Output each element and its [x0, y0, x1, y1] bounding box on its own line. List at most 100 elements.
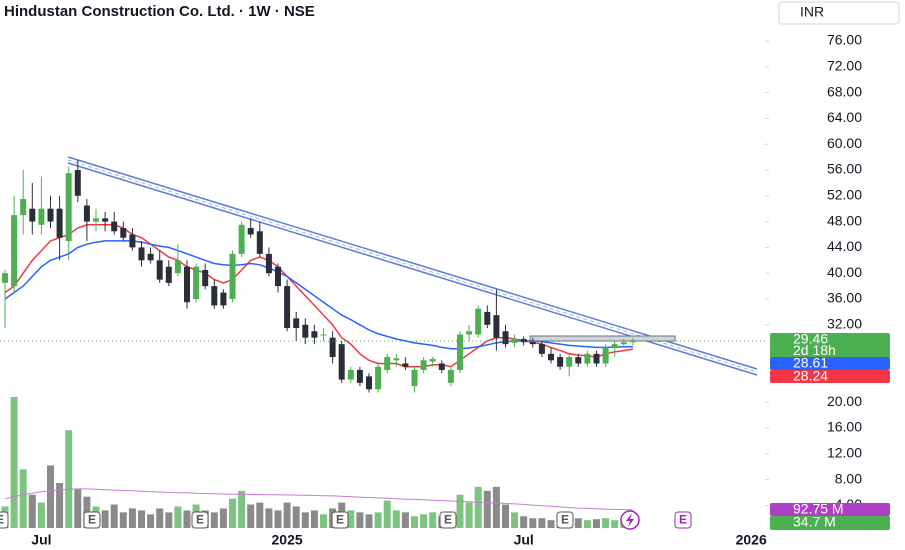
volume-bar: [238, 490, 246, 528]
candle-body: [184, 266, 190, 303]
volume-bar: [65, 430, 73, 528]
volume-bar: [247, 504, 255, 528]
y-tick-label: 52.00: [827, 187, 862, 203]
candle-body: [65, 173, 72, 241]
candle-body: [329, 337, 336, 358]
volume-bar: [301, 512, 309, 528]
candle-body: [484, 311, 491, 325]
candle-body: [284, 286, 291, 329]
candle-body: [138, 247, 145, 261]
candle-body: [557, 357, 564, 367]
candle-body: [375, 366, 382, 390]
earnings-marker[interactable]: [0, 511, 9, 529]
candle-body: [475, 308, 482, 335]
candle-body: [156, 260, 163, 280]
earnings-label: E: [0, 513, 4, 527]
candle-body: [238, 224, 245, 254]
volume-bar: [147, 514, 155, 528]
flash-bolt: [626, 513, 634, 527]
volume-bar: [265, 508, 273, 528]
x-tick-label: 2025: [272, 532, 303, 548]
candle-body: [466, 331, 473, 335]
candle-body: [20, 199, 27, 216]
y-tick-label: 68.00: [827, 83, 862, 99]
candle-body: [93, 218, 99, 222]
candle-body: [548, 353, 554, 361]
candle-body: [429, 358, 436, 362]
candle-body: [38, 208, 45, 225]
volume-bar: [183, 510, 191, 528]
earnings-label: E: [561, 513, 569, 527]
volume-bar: [37, 502, 45, 528]
candle-body: [2, 273, 8, 283]
price-layer: [0, 160, 765, 393]
volume-bar: [520, 516, 528, 528]
volume-bar: [374, 512, 382, 528]
earnings-marker[interactable]: [674, 511, 692, 529]
candle-body: [56, 208, 63, 238]
volume-bar: [365, 514, 373, 528]
volume-bar: [583, 520, 591, 528]
candle-body: [229, 253, 236, 299]
volume-bar: [128, 508, 136, 528]
volume-bar: [74, 488, 82, 528]
earnings-marker[interactable]: [439, 511, 457, 529]
volume-bar: [165, 512, 173, 528]
candle-body: [420, 360, 427, 370]
y-tick-label: 8.00: [835, 470, 862, 486]
ma-value: 28.24: [793, 368, 828, 384]
volume-bar: [274, 510, 282, 528]
candle-body: [47, 208, 54, 222]
candle-body: [265, 253, 272, 274]
earnings-label: E: [444, 513, 452, 527]
candle-body: [311, 331, 318, 338]
trendline: [67, 156, 758, 376]
volume-bar: [28, 494, 36, 528]
candle-body: [120, 228, 127, 238]
panel-edge: [768, 532, 905, 550]
volume-bar: [492, 486, 500, 528]
y-tick-label: 36.00: [827, 290, 862, 306]
volume-bar: [392, 510, 400, 528]
earnings-marker[interactable]: [83, 511, 101, 529]
y-tick-label: 44.00: [827, 238, 862, 254]
volume-bar: [356, 512, 364, 528]
earnings-label: E: [336, 513, 344, 527]
volume-bar: [174, 506, 182, 528]
candle-body: [247, 228, 254, 235]
candle-body: [74, 170, 81, 196]
earnings-marker[interactable]: [331, 511, 349, 529]
volume-bar: [411, 516, 418, 528]
candle-body: [111, 221, 118, 232]
price-axis-panel: [765, 0, 905, 550]
candle-body: [384, 357, 391, 370]
volume-ma-line: [4, 488, 633, 511]
candle-body: [584, 353, 591, 364]
volume-bar: [119, 512, 127, 528]
candle-body: [566, 357, 573, 367]
candle-body: [502, 331, 509, 345]
candle-body: [538, 344, 545, 354]
candle-body: [256, 231, 263, 254]
candle-body: [174, 260, 181, 274]
earnings-marker[interactable]: [556, 511, 574, 529]
volume-bar: [138, 510, 145, 528]
volume-bar: [465, 502, 473, 528]
y-tick-label: 72.00: [827, 58, 862, 74]
volume-bar: [593, 519, 600, 528]
y-tick-label: 32.00: [827, 316, 862, 332]
candle-body: [29, 208, 36, 222]
volume-bar: [611, 520, 619, 528]
volume-bar: [483, 490, 491, 528]
volume-bar: [511, 512, 519, 528]
candle-body: [611, 344, 618, 348]
volume-bar: [529, 518, 537, 528]
earnings-marker[interactable]: [191, 511, 209, 529]
last-price-box: [770, 333, 890, 358]
currency-box[interactable]: [778, 1, 900, 25]
candle-body: [438, 363, 445, 370]
earnings-label: E: [679, 513, 687, 527]
candle-body: [602, 347, 609, 364]
volume-bar: [110, 504, 118, 528]
